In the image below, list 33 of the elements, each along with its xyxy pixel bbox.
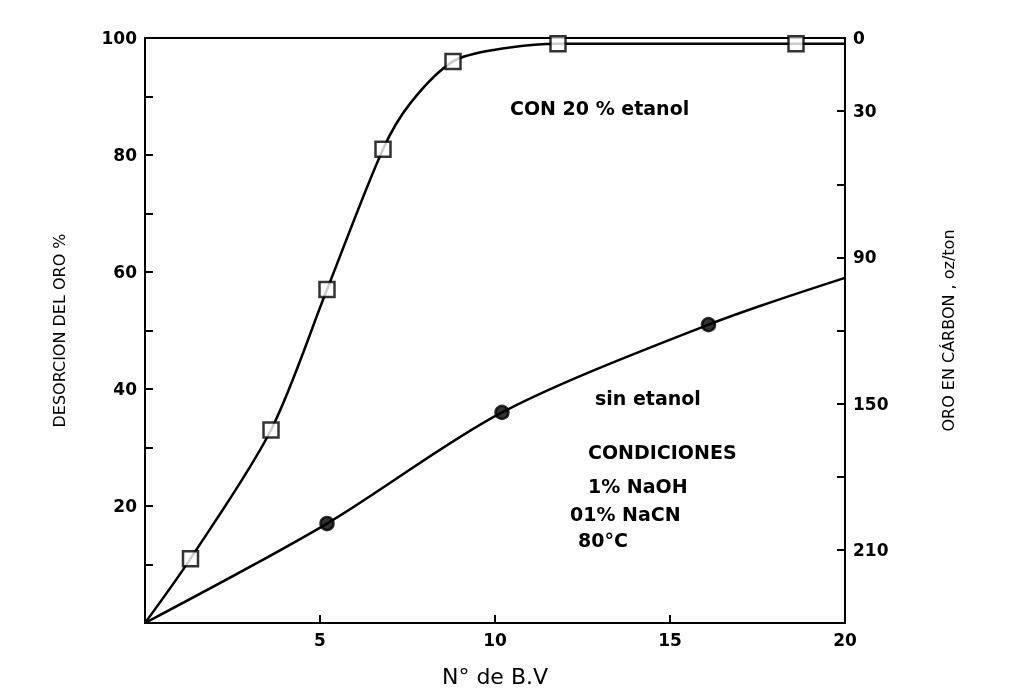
x-tick-label: 5 — [314, 629, 326, 650]
y2-tick-label: 30 — [853, 101, 877, 122]
x-tick-label: 20 — [833, 629, 857, 650]
annotation: 01% NaCN — [570, 502, 681, 525]
y-tick-label: 60 — [113, 262, 138, 282]
y-tick-label: 20 — [113, 496, 138, 516]
point — [181, 549, 200, 568]
point — [374, 140, 392, 158]
y-axis-title: DESORCION DEL ORO % — [49, 233, 69, 428]
annotation: 1% NaOH — [588, 474, 688, 497]
y-tick-label: 100 — [101, 28, 138, 48]
x-tick-label: 15 — [658, 629, 682, 650]
annotation: CON 20 % etanol — [510, 96, 690, 119]
y-tick-label: 80 — [113, 145, 138, 165]
point — [494, 404, 510, 421]
point — [319, 515, 335, 532]
point — [787, 35, 805, 53]
point — [549, 35, 567, 53]
annotation: 80°C — [578, 528, 628, 551]
point — [700, 316, 717, 333]
x-tick-label: 10 — [483, 629, 507, 650]
y2-tick-label: 90 — [853, 247, 877, 268]
point — [444, 52, 462, 71]
point — [262, 421, 280, 439]
annotation: sin etanol — [595, 386, 701, 409]
y2-tick-label: 0 — [853, 28, 865, 48]
y-tick-label: 40 — [113, 379, 138, 399]
y2-tick-label: 150 — [853, 393, 889, 414]
y2-axis-title: ORO EN CÁRBON , oz/ton — [938, 229, 958, 432]
point — [318, 280, 336, 299]
x-axis-title: N° de B.V — [441, 663, 549, 689]
y2-tick-label: 210 — [853, 539, 889, 560]
annotation: CONDICIONES — [588, 440, 737, 463]
